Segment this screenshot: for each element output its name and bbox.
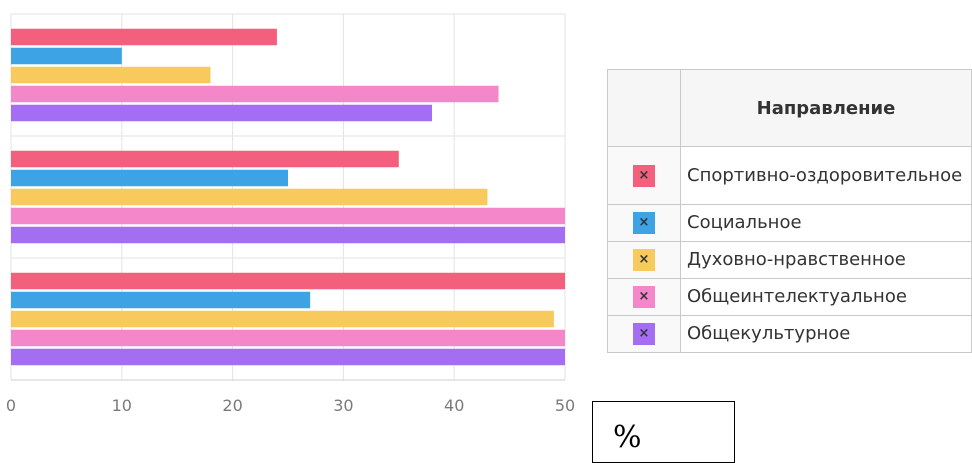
bar[interactable] bbox=[11, 169, 288, 187]
x-tick-label: 0 bbox=[6, 396, 16, 415]
x-tick-label: 40 bbox=[444, 396, 464, 415]
bar[interactable] bbox=[11, 85, 499, 103]
legend-corner-cell bbox=[607, 69, 681, 147]
legend-swatch-cell: × bbox=[607, 278, 681, 316]
bar[interactable] bbox=[11, 226, 565, 244]
unit-label: % bbox=[592, 401, 735, 463]
bar[interactable] bbox=[11, 348, 565, 366]
bar[interactable] bbox=[11, 47, 122, 65]
legend-swatch-cell: × bbox=[607, 315, 681, 353]
x-axis-ticks: 0 10 20 30 40 50 bbox=[6, 396, 575, 415]
legend-swatch-cell: × bbox=[607, 241, 681, 279]
x-tick-label: 30 bbox=[333, 396, 353, 415]
legend-row[interactable]: × Социальное bbox=[607, 204, 972, 242]
legend-swatch-icon[interactable]: × bbox=[633, 249, 655, 271]
legend-swatch-cell: × bbox=[607, 204, 681, 242]
bar[interactable] bbox=[11, 66, 211, 84]
legend-row[interactable]: × Спортивно-оздоровительное bbox=[607, 146, 972, 205]
bar[interactable] bbox=[11, 310, 554, 328]
legend-swatch-cell: × bbox=[607, 146, 681, 205]
legend-row[interactable]: × Общеинтелектуальное bbox=[607, 278, 972, 316]
bar[interactable] bbox=[11, 104, 433, 122]
bar[interactable] bbox=[11, 272, 565, 290]
x-tick-label: 50 bbox=[555, 396, 575, 415]
legend-label: Социальное bbox=[680, 204, 972, 242]
legend-label: Духовно-нравственное bbox=[680, 241, 972, 279]
legend-label: Общеинтелектуальное bbox=[680, 278, 972, 316]
legend-swatch-icon[interactable]: × bbox=[633, 164, 655, 187]
legend-swatch-icon[interactable]: × bbox=[633, 286, 655, 308]
bar[interactable] bbox=[11, 150, 399, 168]
legend-header-row: Направление bbox=[607, 69, 972, 147]
bars bbox=[11, 28, 565, 366]
legend-swatch-icon[interactable]: × bbox=[633, 212, 655, 234]
bar[interactable] bbox=[11, 28, 277, 46]
legend-header: Направление bbox=[680, 69, 972, 147]
legend-swatch-icon[interactable]: × bbox=[633, 323, 655, 345]
bar[interactable] bbox=[11, 188, 488, 206]
bar[interactable] bbox=[11, 329, 565, 347]
legend-row[interactable]: × Духовно-нравственное bbox=[607, 241, 972, 279]
legend-label: Спортивно-оздоровительное bbox=[680, 146, 972, 205]
x-tick-label: 20 bbox=[222, 396, 242, 415]
bar-chart: 0 10 20 30 40 50 bbox=[6, 13, 575, 415]
legend-label: Общекультурное bbox=[680, 315, 972, 353]
legend-table: Направление × Спортивно-оздоровительное … bbox=[607, 69, 972, 353]
bar[interactable] bbox=[11, 291, 311, 309]
bar[interactable] bbox=[11, 207, 565, 225]
x-tick-label: 10 bbox=[112, 396, 132, 415]
legend-row[interactable]: × Общекультурное bbox=[607, 315, 972, 353]
